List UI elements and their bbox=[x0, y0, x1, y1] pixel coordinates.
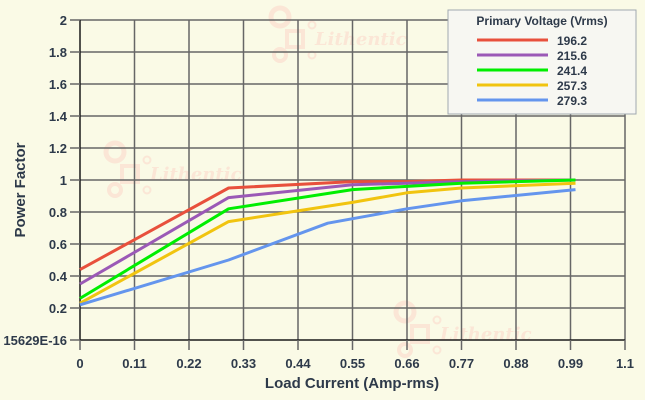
series-lines bbox=[79, 178, 576, 307]
y-tick-label: 0.4 bbox=[49, 269, 68, 284]
y-tick-label: 2 bbox=[60, 13, 67, 28]
y-tick-label: 1.2 bbox=[49, 141, 67, 156]
y-axis-ticks: 15629E-16 0.2 0.4 0.6 0.8 1 1.2 1.4 1.6 1.8 2 bbox=[3, 13, 80, 348]
y-tick-label: 15629E-16 bbox=[3, 333, 67, 348]
watermark-logo: Lithentic bbox=[393, 300, 532, 358]
legend-label: 215.6 bbox=[557, 49, 587, 63]
watermark-text: Lithentic bbox=[439, 324, 532, 345]
x-tick-label: 0.33 bbox=[231, 356, 256, 371]
watermark-logo: Lithentic bbox=[103, 140, 242, 198]
x-tick-label: 0.55 bbox=[340, 356, 365, 371]
legend-title: Primary Voltage (Vrms) bbox=[476, 14, 607, 28]
x-tick-label: 0.11 bbox=[122, 356, 147, 371]
y-tick-label: 0.6 bbox=[49, 237, 67, 252]
watermark-text: Lithentic bbox=[149, 164, 242, 185]
watermark-logo: Lithentic bbox=[268, 5, 407, 63]
x-tick-label: 0.88 bbox=[503, 356, 528, 371]
x-tick-label: 0.99 bbox=[558, 356, 583, 371]
x-axis-ticks: 0 0.11 0.22 0.33 0.44 0.55 0.66 0.77 0.88 0.99 1.1 bbox=[76, 340, 634, 371]
series-line-279.3 bbox=[79, 188, 576, 307]
legend-label: 241.4 bbox=[557, 64, 587, 78]
y-tick-label: 1.4 bbox=[49, 109, 68, 124]
x-tick-label: 0.77 bbox=[449, 356, 474, 371]
y-tick-label: 1.8 bbox=[49, 45, 67, 60]
x-tick-label: 0.22 bbox=[176, 356, 201, 371]
y-tick-label: 1.6 bbox=[49, 77, 67, 92]
x-axis-title: Load Current (Amp-rms) bbox=[265, 375, 439, 392]
series-line-257.3 bbox=[79, 181, 576, 305]
legend-label: 257.3 bbox=[557, 79, 587, 93]
legend: Primary Voltage (Vrms) 196.2215.6241.425… bbox=[447, 9, 637, 115]
y-tick-label: 0.2 bbox=[49, 301, 67, 316]
series-line-241.4 bbox=[79, 178, 576, 300]
x-tick-label: 0.44 bbox=[285, 356, 311, 371]
legend-label: 196.2 bbox=[557, 34, 587, 48]
x-tick-label: 0 bbox=[76, 356, 83, 371]
x-tick-label: 0.66 bbox=[394, 356, 419, 371]
x-tick-label: 1.1 bbox=[616, 356, 634, 371]
watermark-text: Lithentic bbox=[314, 29, 407, 50]
legend-box bbox=[447, 9, 637, 115]
y-tick-label: 1 bbox=[60, 173, 67, 188]
legend-label: 279.3 bbox=[557, 94, 587, 108]
y-axis-title: Power Factor bbox=[12, 142, 29, 237]
y-tick-label: 0.8 bbox=[49, 205, 67, 220]
